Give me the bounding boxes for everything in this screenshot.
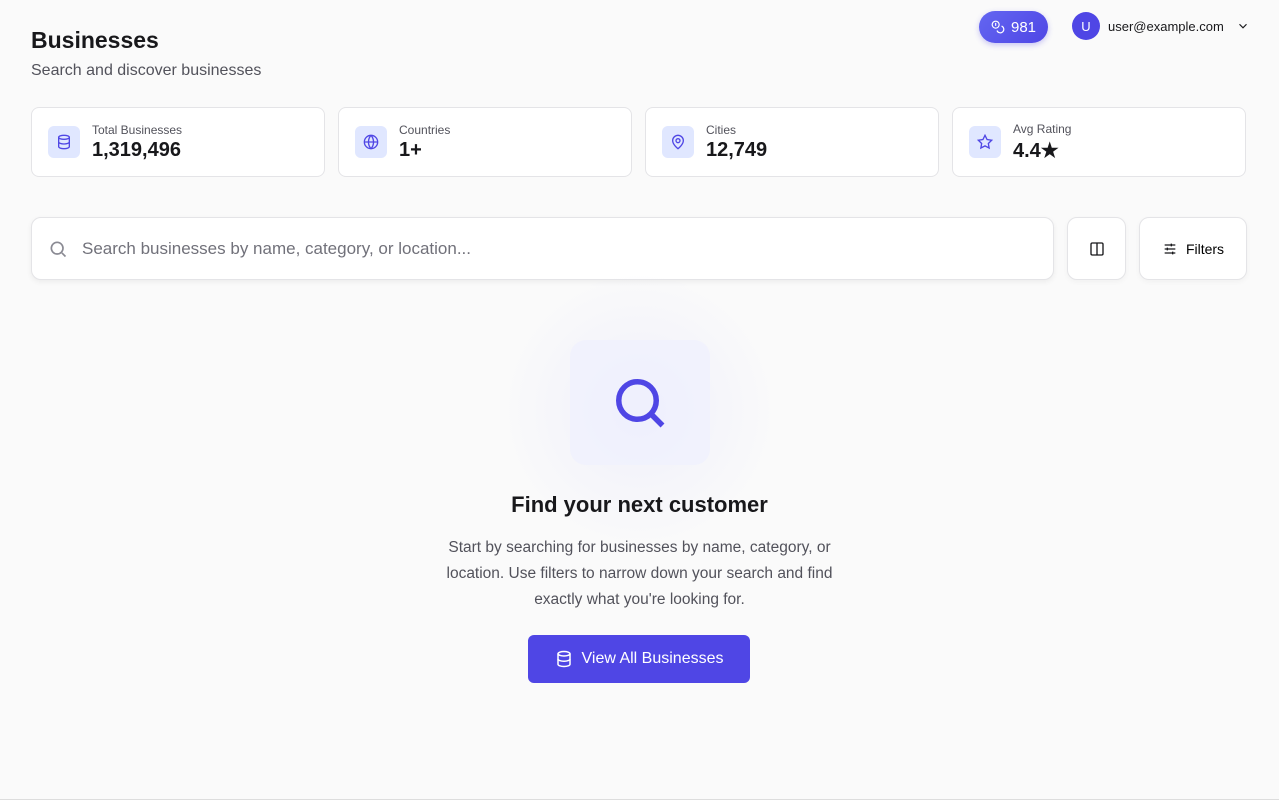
filters-button[interactable]: Filters: [1139, 217, 1247, 280]
star-icon: [977, 134, 993, 150]
globe-icon: [363, 134, 379, 150]
map-pin-icon: [671, 134, 685, 150]
stat-value: 4.4★: [1013, 139, 1059, 162]
stat-label: Avg Rating: [1013, 121, 1072, 136]
page-title: Businesses: [31, 27, 159, 53]
database-icon: [556, 650, 571, 668]
stat-total-businesses: Total Businesses 1,319,496: [31, 107, 325, 177]
credits-badge[interactable]: 981: [979, 11, 1048, 43]
stat-label: Total Businesses: [92, 122, 183, 137]
credits-value: 981: [1010, 18, 1037, 36]
filters-label: Filters: [1185, 240, 1225, 257]
search-icon: [50, 241, 67, 257]
view-all-businesses-button[interactable]: View All Businesses: [528, 635, 750, 683]
chevron-down-icon: [1238, 23, 1247, 29]
sliders-icon: [1164, 243, 1176, 254]
stat-countries: Countries 1+: [338, 107, 632, 177]
empty-state-text: Start by searching for businesses by nam…: [446, 539, 833, 608]
stat-value: 1+: [399, 138, 422, 161]
search-icon: [616, 378, 665, 427]
database-icon: [58, 134, 70, 150]
search-input[interactable]: [82, 238, 1053, 259]
coins-icon: [991, 20, 1005, 34]
hero-icon-box: [570, 340, 710, 465]
user-email: user@example.com: [1108, 18, 1224, 34]
user-menu[interactable]: U user@example.com: [1072, 12, 1250, 40]
columns-icon: [1089, 241, 1104, 256]
search-bar: [31, 217, 1054, 280]
stat-label: Cities: [706, 122, 737, 137]
avatar: U: [1072, 12, 1100, 40]
stat-avg-rating: Avg Rating 4.4★: [952, 107, 1246, 177]
stat-value: 12,749: [706, 138, 768, 161]
toggle-layout-button[interactable]: [1067, 217, 1126, 280]
view-all-label: View All Businesses: [581, 650, 724, 667]
stat-label: Countries: [399, 122, 451, 137]
stat-cities: Cities 12,749: [645, 107, 939, 177]
empty-state-title: Find your next customer: [511, 492, 768, 517]
page-subtitle: Search and discover businesses: [31, 62, 262, 79]
stat-value: 1,319,496: [92, 138, 181, 161]
